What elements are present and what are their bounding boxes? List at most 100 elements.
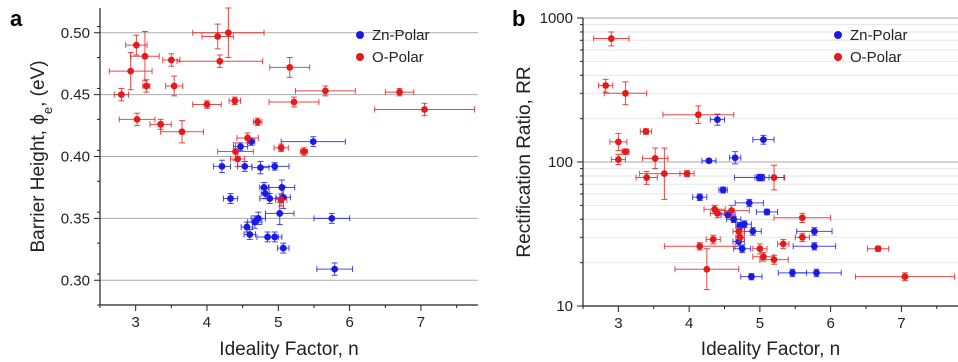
marker — [728, 207, 735, 214]
series-o-polar — [108, 7, 475, 207]
marker — [770, 174, 778, 181]
x-tick-label: 4 — [685, 315, 693, 332]
data-point — [108, 52, 153, 91]
marker — [216, 57, 224, 65]
marker — [300, 148, 308, 155]
marker — [246, 231, 254, 238]
marker — [749, 227, 757, 235]
x-tick-label: 5 — [274, 314, 282, 331]
data-point — [274, 193, 288, 207]
y-tick-label: 0.40 — [61, 149, 90, 166]
marker — [703, 265, 711, 273]
data-point — [734, 198, 764, 208]
data-point — [735, 232, 745, 243]
marker — [141, 52, 149, 60]
marker — [167, 56, 175, 64]
data-point — [752, 243, 768, 255]
data-point — [621, 148, 630, 156]
marker — [396, 88, 403, 96]
marker — [813, 269, 820, 277]
marker — [643, 174, 651, 181]
data-point — [149, 118, 172, 130]
series-o-polar — [593, 31, 955, 291]
data-point — [732, 227, 745, 236]
data-point — [299, 147, 309, 156]
marker — [266, 195, 274, 202]
data-point — [755, 208, 779, 216]
marker — [696, 193, 704, 201]
data-point — [796, 227, 833, 236]
marker — [642, 128, 650, 135]
marker — [614, 138, 622, 146]
data-point — [125, 34, 148, 56]
data-point — [267, 231, 283, 243]
data-point — [762, 164, 786, 191]
data-point — [162, 53, 181, 67]
legend-entry: O-Polar — [850, 49, 902, 66]
data-point — [251, 160, 270, 175]
data-point — [635, 170, 658, 185]
data-point — [113, 87, 130, 102]
panel-letter: a — [10, 6, 23, 31]
data-point — [718, 186, 728, 194]
data-point — [294, 85, 356, 97]
legend-entry: Zn-Polar — [850, 27, 908, 44]
marker — [709, 236, 717, 243]
marker — [651, 154, 659, 162]
data-point — [384, 87, 415, 97]
marker — [798, 233, 806, 241]
marker — [309, 138, 317, 146]
marker — [770, 256, 778, 264]
y-axis-label-unit: , (eV) — [28, 60, 49, 106]
y-axis-label: Barrier Height, ϕe, (eV) — [28, 60, 55, 252]
data-point — [243, 229, 256, 240]
marker — [277, 144, 285, 152]
marker — [227, 195, 234, 202]
data-point — [598, 78, 614, 93]
data-point — [662, 105, 735, 125]
data-point — [759, 254, 789, 265]
data-point — [269, 57, 311, 78]
marker — [756, 245, 764, 253]
marker — [203, 101, 211, 108]
data-point — [663, 242, 736, 251]
x-tick-label: 3 — [131, 314, 139, 331]
data-point — [228, 96, 242, 106]
data-point — [268, 179, 296, 196]
marker — [277, 196, 285, 204]
data-point — [773, 212, 832, 224]
legend-marker — [834, 31, 842, 39]
data-point — [610, 153, 626, 166]
data-point — [740, 273, 763, 281]
marker — [278, 184, 286, 191]
data-point — [240, 221, 254, 233]
data-point — [709, 113, 726, 126]
marker — [244, 134, 252, 142]
marker — [237, 143, 244, 151]
marker — [798, 214, 806, 222]
y-axis-label-main: Rectification Ratio, RR — [514, 66, 535, 257]
marker — [763, 208, 771, 216]
x-tick-label: 6 — [345, 314, 353, 331]
data-point — [165, 75, 184, 97]
data-point — [777, 238, 790, 250]
marker — [614, 156, 622, 163]
data-point — [866, 245, 890, 253]
data-point — [743, 227, 762, 236]
data-point — [316, 262, 353, 276]
marker — [421, 106, 428, 113]
x-axis-label: Ideality Factor, n — [219, 339, 358, 360]
marker — [328, 214, 336, 222]
data-point — [236, 132, 259, 144]
marker — [810, 227, 818, 235]
marker — [747, 273, 755, 281]
data-point — [733, 244, 752, 254]
marker — [738, 245, 746, 253]
data-point — [854, 272, 955, 282]
legend: Zn-Polar O-Polar — [834, 27, 908, 66]
data-point — [201, 23, 234, 50]
marker — [276, 210, 284, 217]
marker — [132, 41, 140, 49]
data-point — [791, 268, 842, 278]
